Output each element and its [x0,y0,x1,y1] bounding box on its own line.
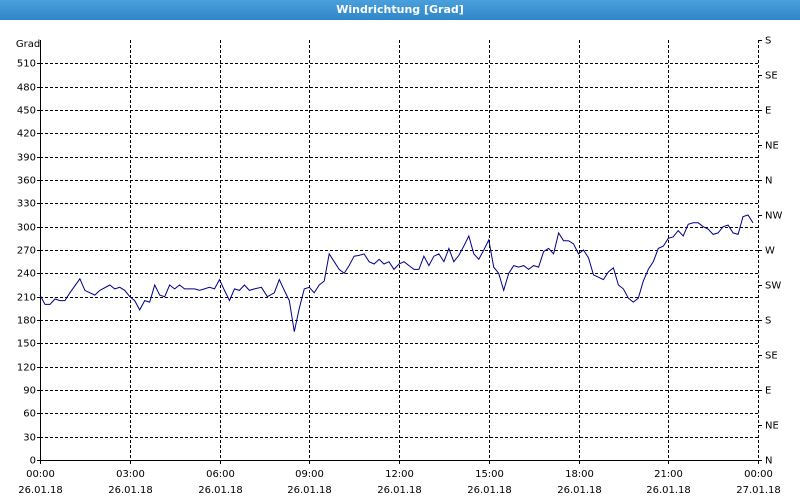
y-axis-label: Grad [16,39,40,50]
y-tick-label: 180 [17,316,36,327]
y2-tick-label: N [765,456,772,467]
y2-tick-label: S [765,316,771,327]
x-tick-date: 26.01.18 [198,485,243,496]
y-tick-label: 120 [17,363,36,374]
y2-tick-label: SE [765,71,778,82]
x-tick-date: 26.01.18 [108,485,153,496]
y2-tick-label: NW [765,211,782,222]
y-tick-label: 420 [17,129,36,140]
x-tick-date: 26.01.18 [377,485,422,496]
y2-tick-label: E [765,386,771,397]
data-line [39,214,754,332]
x-tick-label: 18:00 [565,469,594,480]
y-tick-label: 30 [23,433,36,444]
y-tick-label: 150 [17,339,36,350]
chart: Grad 0 30 60 90 120 150 180 210 240 270 300 330 360 3… [16,36,783,497]
x-tick-label: 00:00 [744,469,773,480]
x-tick-label: 03:00 [116,469,145,480]
y-tick-label: 330 [17,199,36,210]
y-tick-label: 270 [17,246,36,257]
x-tick-label: 21:00 [654,469,683,480]
y2-tick-label: SE [765,351,778,362]
y-tick-label: 390 [17,153,36,164]
y-tick-label: 450 [17,106,36,117]
y-tick-label: 60 [23,409,36,420]
x-tick-date: 26.01.18 [646,485,691,496]
x-tick-date: 26.01.18 [467,485,512,496]
y-tick-label: 300 [17,223,36,234]
x-tick-label: 00:00 [26,469,55,480]
y2-tick-label: E [765,106,771,117]
x-tick-date: 26.01.18 [557,485,602,496]
y-tick-label: 0 [30,456,36,467]
x-tick-date: 26.01.18 [18,485,63,496]
y2-tick-label: NE [765,421,779,432]
y-tick-label: 360 [17,176,36,187]
x-tick-label: 09:00 [295,469,324,480]
x-tick-label: 06:00 [206,469,235,480]
y-tick-label: 480 [17,83,36,94]
x-tick-label: 15:00 [475,469,504,480]
y-tick-label: 210 [17,293,36,304]
y-tick-label: 510 [17,59,36,70]
y2-tick-label: SW [765,281,781,292]
y2-tick-label: W [765,246,775,257]
y-tick-label: 90 [23,386,36,397]
y2-tick-label: NE [765,141,779,152]
x-tick-label: 12:00 [385,469,414,480]
x-tick-date: 27.01.18 [736,485,781,496]
y2-tick-label: S [765,36,771,47]
y2-tick-label: N [765,176,772,187]
y-tick-label: 240 [17,269,36,280]
x-tick-date: 26.01.18 [287,485,332,496]
title-bar: Windrichtung [Grad] [0,0,800,20]
